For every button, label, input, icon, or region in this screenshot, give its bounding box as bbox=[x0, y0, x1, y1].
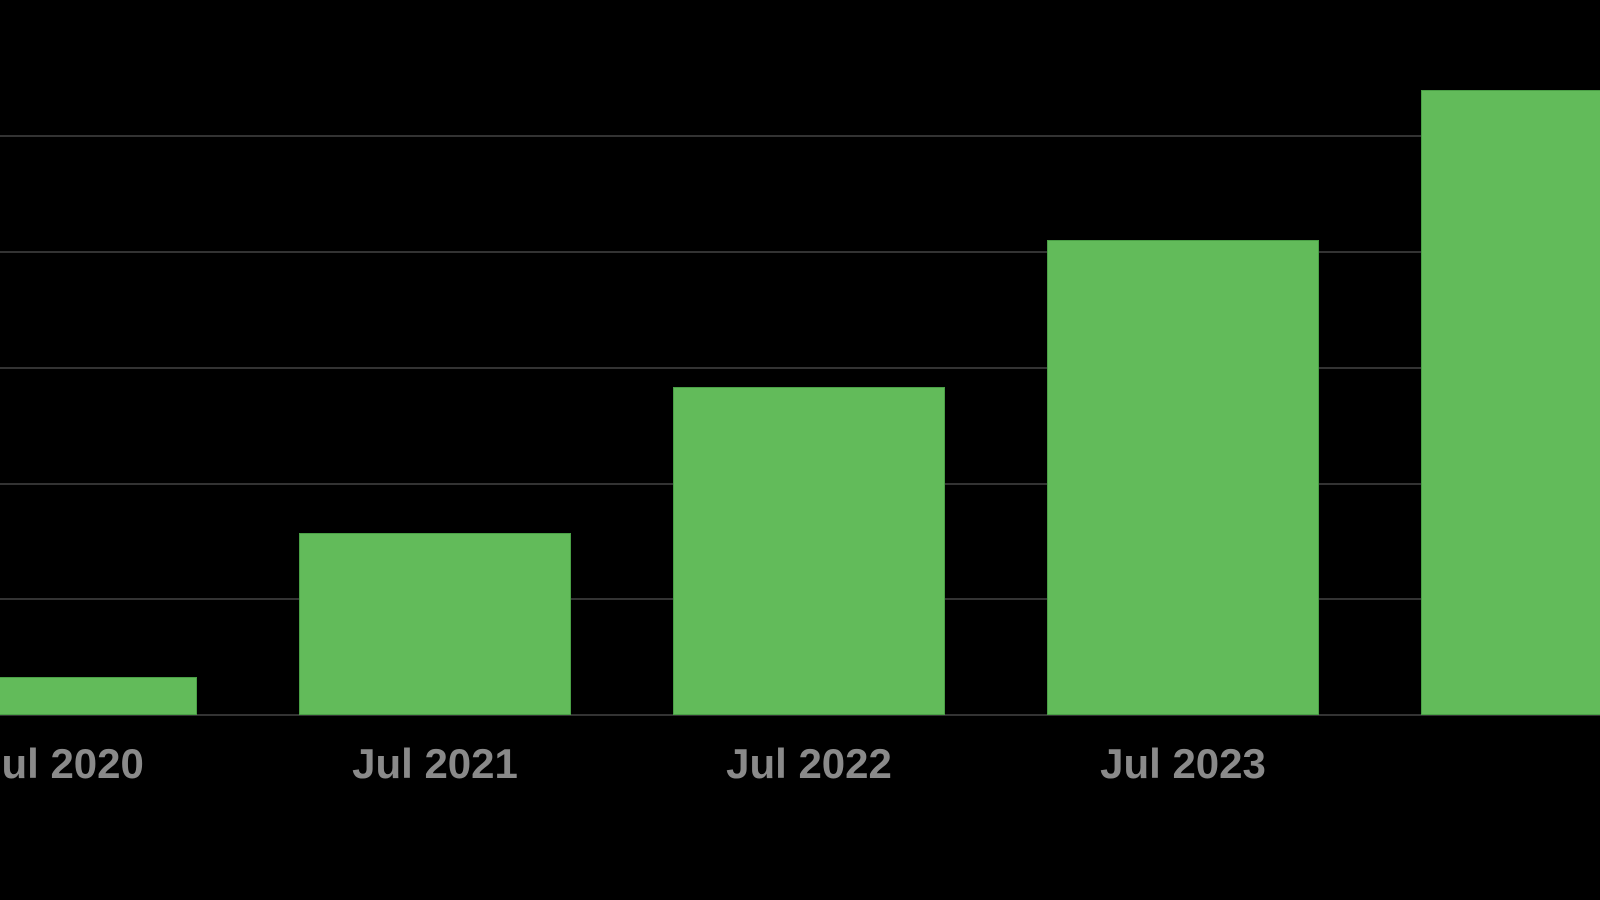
bar bbox=[1421, 90, 1600, 715]
bar bbox=[673, 387, 945, 715]
bar bbox=[1047, 240, 1319, 715]
bar-chart: Jul 2020 Jul 2021 Jul 2022 Jul 2023 bbox=[0, 0, 1600, 900]
bar bbox=[299, 533, 571, 715]
x-axis-label: Jul 2021 bbox=[352, 740, 518, 788]
x-axis-label: Jul 2020 bbox=[0, 740, 144, 788]
gridline bbox=[0, 367, 1600, 369]
x-axis-label: Jul 2022 bbox=[726, 740, 892, 788]
gridline bbox=[0, 251, 1600, 253]
gridline bbox=[0, 135, 1600, 137]
bar bbox=[0, 677, 197, 715]
x-axis-label: Jul 2023 bbox=[1100, 740, 1266, 788]
